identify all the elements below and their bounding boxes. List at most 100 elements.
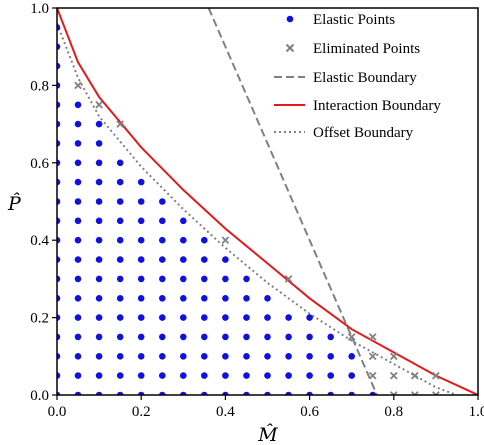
elastic-point bbox=[285, 314, 292, 321]
elastic-point bbox=[74, 159, 82, 167]
eliminated-point bbox=[389, 371, 398, 380]
eliminated-point bbox=[432, 391, 440, 395]
elastic-point bbox=[116, 353, 124, 360]
elastic-point bbox=[222, 372, 229, 379]
eliminated-point bbox=[221, 236, 230, 245]
elastic-point bbox=[222, 295, 229, 302]
elastic-point bbox=[180, 333, 187, 341]
eliminated-point bbox=[116, 120, 124, 128]
elastic-point bbox=[57, 82, 61, 89]
elastic-point bbox=[222, 353, 229, 360]
eliminated-point bbox=[411, 371, 419, 380]
elastic-point bbox=[285, 333, 292, 341]
elastic-point bbox=[57, 295, 61, 302]
elastic-point bbox=[180, 256, 187, 263]
x-tick-label: 0.4 bbox=[216, 404, 235, 420]
elastic-point bbox=[264, 314, 271, 321]
elastic-point bbox=[285, 391, 292, 395]
eliminated-point bbox=[389, 391, 398, 395]
y-tick-label: 1.0 bbox=[30, 1, 49, 17]
elastic-point bbox=[57, 62, 61, 70]
elastic-point bbox=[222, 256, 229, 263]
elastic-point bbox=[74, 198, 82, 205]
elastic-point bbox=[116, 391, 124, 395]
series-elastic-boundary bbox=[207, 8, 378, 395]
elastic-point bbox=[201, 353, 208, 360]
elastic-point bbox=[57, 391, 61, 395]
elastic-point bbox=[180, 236, 187, 244]
elastic-point bbox=[137, 372, 145, 379]
eliminated-point bbox=[347, 333, 356, 341]
y-tick-label: 0.8 bbox=[30, 78, 49, 94]
elastic-point bbox=[348, 372, 356, 379]
elastic-point bbox=[180, 217, 187, 225]
elastic-point bbox=[264, 353, 271, 360]
elastic-point bbox=[116, 333, 124, 341]
elastic-point bbox=[180, 353, 187, 360]
elastic-point bbox=[201, 391, 208, 395]
elastic-point bbox=[116, 178, 124, 186]
elastic-point bbox=[95, 353, 103, 360]
elastic-point bbox=[95, 178, 103, 186]
elastic-point bbox=[137, 295, 145, 302]
elastic-point bbox=[95, 140, 103, 147]
elastic-point bbox=[74, 217, 82, 225]
elastic-point bbox=[74, 372, 82, 379]
elastic-point bbox=[74, 256, 82, 263]
y-axis-title: P̂ bbox=[7, 193, 22, 215]
elastic-point bbox=[95, 256, 103, 263]
elastic-point bbox=[348, 391, 355, 395]
eliminated-point bbox=[432, 371, 440, 380]
legend-label-interaction-boundary: Interaction Boundary bbox=[313, 98, 441, 114]
plot-frame bbox=[56, 7, 479, 396]
elastic-point bbox=[137, 198, 145, 205]
x-tick-label: 0.6 bbox=[300, 404, 319, 420]
elastic-point bbox=[201, 275, 208, 283]
x-tick-label: 0.0 bbox=[48, 404, 67, 420]
eliminated-point bbox=[368, 371, 377, 380]
plot-area bbox=[57, 8, 478, 395]
elastic-point bbox=[116, 314, 124, 321]
elastic-point bbox=[95, 372, 103, 379]
elastic-point bbox=[222, 391, 229, 395]
elastic-point bbox=[57, 256, 61, 263]
elastic-point bbox=[348, 353, 356, 360]
elastic-point bbox=[264, 391, 271, 395]
elastic-point bbox=[95, 198, 103, 205]
elastic-point bbox=[95, 120, 103, 128]
elastic-point bbox=[180, 314, 187, 321]
elastic-point bbox=[74, 333, 82, 341]
elastic-point bbox=[222, 314, 229, 321]
elastic-point bbox=[180, 275, 187, 283]
legend: Elastic Points Eliminated Points Elastic… bbox=[274, 12, 441, 141]
elastic-point bbox=[243, 391, 250, 395]
elastic-point bbox=[222, 275, 229, 283]
elastic-point bbox=[57, 43, 61, 50]
elastic-point bbox=[306, 372, 313, 379]
y-tick-label: 0.6 bbox=[30, 156, 49, 172]
elastic-point bbox=[95, 236, 103, 244]
elastic-point bbox=[137, 314, 145, 321]
elastic-point bbox=[137, 236, 145, 244]
elastic-point bbox=[57, 24, 61, 31]
eliminated-point bbox=[368, 352, 377, 361]
elastic-point bbox=[306, 353, 313, 360]
y-tick-label: 0.0 bbox=[30, 388, 49, 404]
elastic-point bbox=[243, 372, 250, 379]
elastic-point bbox=[74, 353, 82, 360]
elastic-point bbox=[306, 391, 313, 395]
elastic-point bbox=[137, 256, 145, 263]
elastic-point bbox=[180, 391, 187, 395]
elastic-point bbox=[159, 217, 166, 225]
eliminated-point bbox=[411, 391, 419, 395]
eliminated-point bbox=[284, 275, 293, 283]
elastic-point bbox=[137, 353, 145, 360]
elastic-point bbox=[74, 140, 82, 147]
elastic-point bbox=[95, 159, 103, 167]
elastic-point bbox=[243, 333, 250, 341]
eliminated-point bbox=[368, 333, 377, 341]
elastic-point bbox=[159, 333, 166, 341]
elastic-point bbox=[137, 217, 145, 225]
elastic-point bbox=[159, 275, 166, 283]
